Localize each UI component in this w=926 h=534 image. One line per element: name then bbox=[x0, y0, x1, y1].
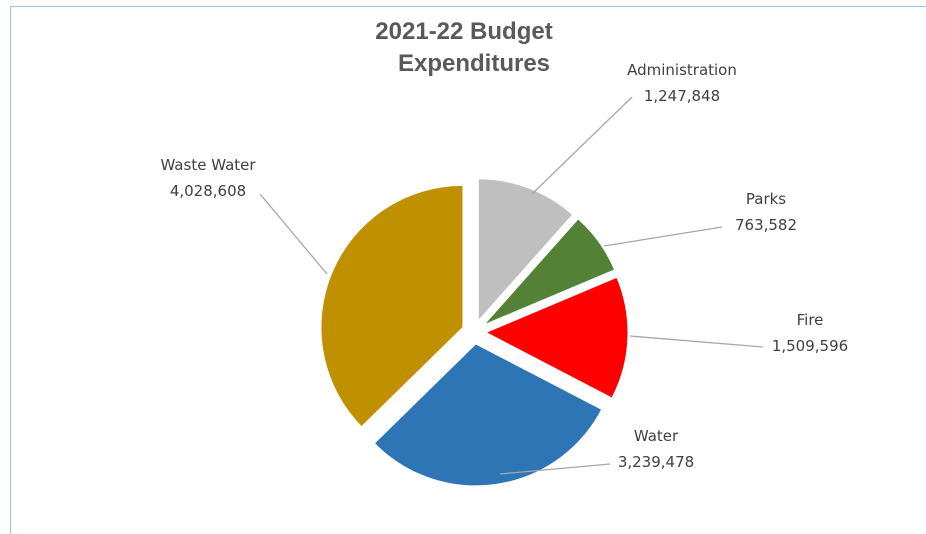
slice-label-value: 1,509,596 bbox=[772, 337, 848, 355]
slice-label-name: Water bbox=[634, 427, 679, 445]
leader-line-water bbox=[499, 463, 611, 475]
slice-label-name: Waste Water bbox=[160, 156, 256, 174]
leader-line-parks bbox=[603, 226, 723, 247]
pie-slice-water bbox=[373, 343, 603, 487]
data-labels: Administration 1,247,848 Parks 763,582 Fire 1… bbox=[160, 61, 848, 471]
leader-lines bbox=[259, 96, 764, 475]
slice-label-value: 763,582 bbox=[735, 216, 797, 234]
chart-title-line-1: 2021-22 Budget bbox=[375, 18, 552, 45]
slice-label-name: Parks bbox=[746, 190, 786, 208]
leader-line-administration bbox=[531, 96, 633, 195]
slice-label-value: 3,239,478 bbox=[618, 453, 694, 471]
slice-label-value: 4,028,608 bbox=[170, 182, 246, 200]
leader-line-waste-water bbox=[259, 193, 328, 275]
pie-slice-parks bbox=[483, 218, 616, 326]
chart-title-line-2: Expenditures bbox=[398, 50, 550, 77]
slice-label-name: Administration bbox=[627, 61, 737, 79]
pie-slices bbox=[320, 178, 629, 487]
pie-slice-fire bbox=[484, 276, 629, 399]
slice-label-value: 1,247,848 bbox=[644, 87, 720, 105]
slice-label-name: Fire bbox=[797, 311, 824, 329]
leader-line-fire bbox=[629, 335, 764, 348]
pie-slice-administration bbox=[477, 178, 574, 323]
pie-slice-waste-water bbox=[320, 184, 464, 428]
